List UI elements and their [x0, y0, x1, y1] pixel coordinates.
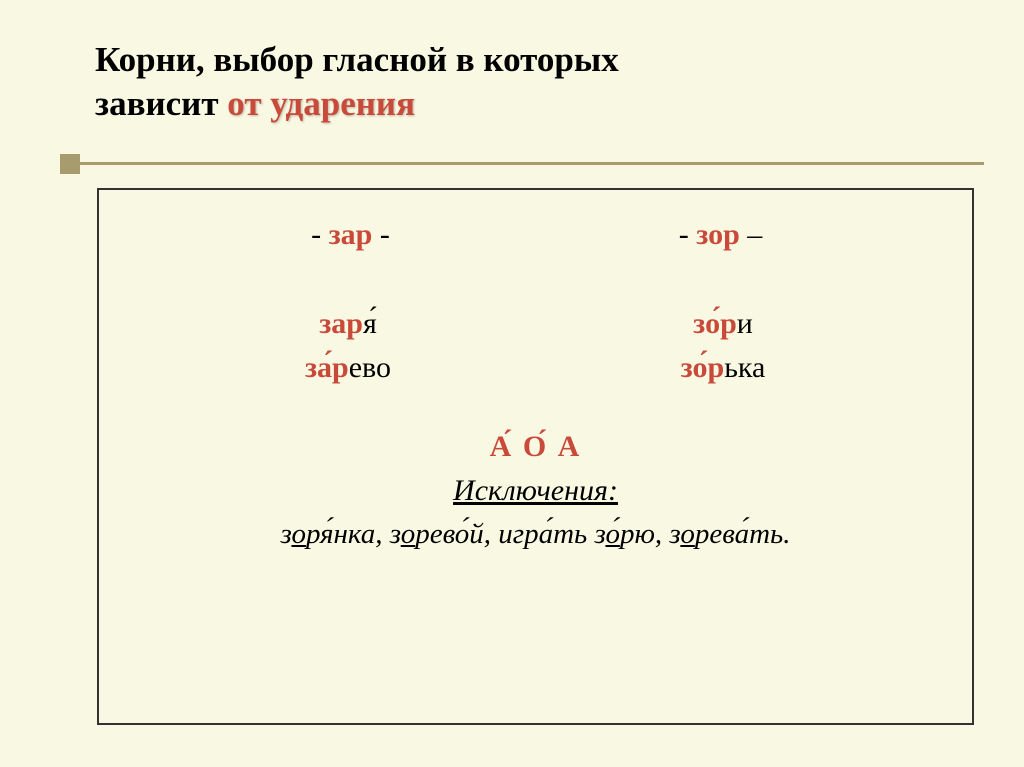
root-post: р [708, 351, 725, 384]
rule-pattern: А́ О́ А [109, 430, 962, 464]
word-zarevo: за́рево [243, 351, 453, 385]
exc-w1-post: ря́нка, [306, 518, 390, 550]
content-box: - зар - - зор – заря́ зо́ри за́рево зо́р… [97, 188, 974, 725]
separator [0, 150, 1024, 180]
word-zorka: зо́рька [618, 351, 828, 385]
exc-w5-pre: з [669, 518, 680, 550]
exc-w3: игра́ть [498, 518, 594, 550]
words-row-1: заря́ зо́ри [109, 307, 962, 341]
roots-row: - зар - - зор – [109, 218, 962, 252]
root-vowel: о́ [705, 307, 720, 340]
slide-root: Корни, выбор гласной в которых зависит о… [0, 0, 1024, 767]
ending: ево [349, 351, 391, 384]
dash: - [679, 218, 697, 251]
exceptions-label: Исключения: [109, 474, 962, 508]
root-post: р [720, 307, 737, 340]
title-emphasis: от ударения [227, 84, 415, 123]
title-line-1: Корни, выбор гласной в которых [95, 38, 954, 82]
exc-w2-post: рево́й, [415, 518, 498, 550]
root-right-text: зор [696, 218, 740, 251]
ending: я́ [363, 307, 377, 340]
root-post: р [332, 351, 349, 384]
separator-line [60, 162, 984, 165]
title-line-2: зависит от ударения [95, 82, 954, 126]
ending: и [737, 307, 753, 340]
exc-w4-u: о́ [605, 518, 620, 550]
root-pre: з [681, 351, 693, 384]
root-left-text: зар [329, 218, 373, 251]
exc-w5-post: рева́ть. [695, 518, 791, 550]
exc-w5-u: о [680, 518, 695, 550]
words-row-2: за́рево зо́рька [109, 351, 962, 385]
title-area: Корни, выбор гласной в которых зависит о… [0, 0, 1024, 146]
dash: - [311, 218, 329, 251]
exc-w1-u: о [291, 518, 306, 550]
exc-w4-post: рю, [620, 518, 669, 550]
root-right: - зор – [631, 218, 811, 252]
word-zarya: заря́ [243, 307, 453, 341]
ending: ька [724, 351, 765, 384]
root-vowel: а́ [317, 351, 332, 384]
exc-w2-pre: з [390, 518, 401, 550]
exceptions-words: зоря́нка, зорево́й, игра́ть зо́рю, зорев… [109, 518, 962, 551]
title-plain-part: зависит [95, 84, 227, 123]
word-zori: зо́ри [618, 307, 828, 341]
root-part: зар [319, 307, 363, 340]
root-pre: з [305, 351, 317, 384]
exc-w2-u: о [401, 518, 416, 550]
dash: - [372, 218, 390, 251]
exc-w1-pre: з [281, 518, 292, 550]
root-left: - зар - [261, 218, 441, 252]
exc-w4-pre: з [595, 518, 606, 550]
root-vowel: о́ [693, 351, 708, 384]
dash: – [740, 218, 763, 251]
rule-block: А́ О́ А Исключения: зоря́нка, зорево́й, … [109, 430, 962, 551]
root-pre: з [693, 307, 705, 340]
